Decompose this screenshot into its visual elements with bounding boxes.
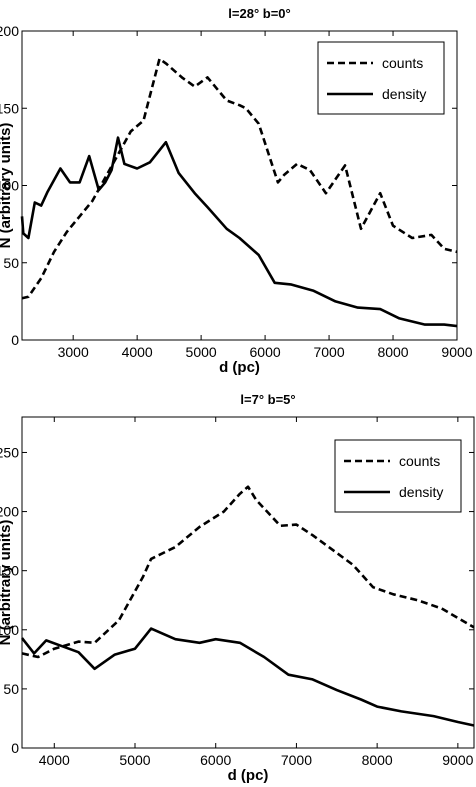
- y-tick-label: 150: [0, 563, 19, 579]
- x-tick-label: 4000: [39, 752, 70, 768]
- x-tick-label: 5000: [186, 344, 217, 360]
- x-tick-label: 7000: [313, 344, 344, 360]
- series-line-density: [20, 136, 458, 328]
- y-tick-label: 0: [11, 332, 19, 348]
- series-line-density: [20, 627, 475, 727]
- y-tick-label: 250: [0, 444, 19, 460]
- legend-label-density: density: [399, 484, 443, 500]
- legend-box: [334, 439, 462, 513]
- x-tick-label: 7000: [281, 752, 312, 768]
- x-axis-label: d (pc): [219, 359, 260, 376]
- y-tick-label: 100: [0, 622, 19, 638]
- plot-frame: [21, 416, 475, 749]
- series-line-counts: [21, 485, 475, 659]
- legend-box: [317, 41, 445, 115]
- chart-2: 4000 5000 6000 7000 8000 9000 0 50 100 150 200 250 l…: [0, 392, 475, 784]
- y-tick-label: 200: [0, 504, 19, 520]
- legend: counts density: [334, 439, 462, 513]
- x-tick-label: 8000: [377, 344, 408, 360]
- legend-label-counts: counts: [382, 55, 423, 71]
- legend: counts density: [317, 41, 445, 115]
- chart-title: l=28° b=0°: [228, 6, 290, 21]
- y-tick-label: 50: [3, 681, 19, 697]
- y-tick-label: 0: [11, 740, 19, 756]
- x-tick-label: 9000: [441, 344, 472, 360]
- y-axis-label: N (arbitrary units): [0, 520, 14, 646]
- legend-label-counts: counts: [399, 453, 440, 469]
- x-tick-label: 3000: [58, 344, 89, 360]
- y-axis-label: N (arbitrary units): [0, 123, 14, 249]
- legend-label-density: density: [382, 86, 426, 102]
- y-tick-label: 150: [0, 100, 19, 116]
- y-tick-label: 100: [0, 178, 19, 194]
- x-tick-label: 4000: [122, 344, 153, 360]
- x-axis-label: d (pc): [228, 767, 269, 784]
- x-tick-label: 8000: [362, 752, 393, 768]
- x-tick-label: 6000: [250, 344, 281, 360]
- x-tick-label: 9000: [442, 752, 473, 768]
- x-tick-label: 6000: [200, 752, 231, 768]
- chart-1: 3000 4000 5000 6000 7000 8000 9000 0 50 100 150 200…: [0, 6, 473, 376]
- series-line-counts: [21, 57, 458, 300]
- y-tick-label: 50: [3, 255, 19, 271]
- x-tick-label: 5000: [119, 752, 150, 768]
- y-tick-label: 200: [0, 23, 19, 39]
- chart-title: l=7° b=5°: [240, 392, 295, 407]
